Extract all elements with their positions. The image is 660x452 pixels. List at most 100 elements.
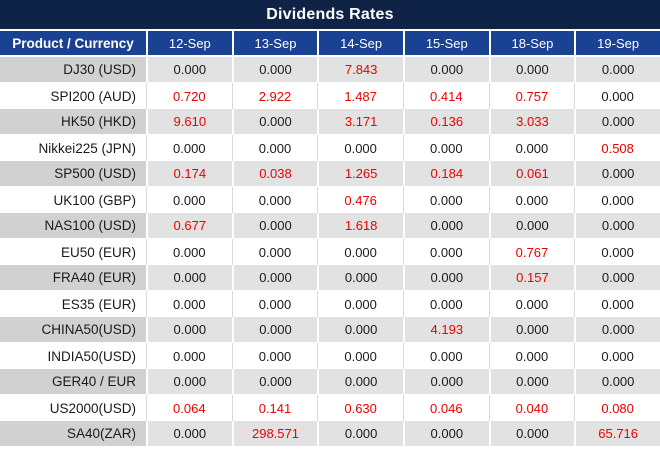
column-header-product-currency: Product / Currency [0, 31, 146, 57]
value-cell: 0.757 [488, 83, 575, 109]
value-cell: 4.193 [402, 317, 489, 343]
value-cell: 0.000 [574, 317, 660, 343]
value-cell: 0.000 [574, 369, 660, 395]
column-header-18-sep: 18-Sep [488, 31, 575, 57]
value-cell: 0.000 [146, 57, 232, 83]
value-cell: 0.000 [488, 421, 575, 447]
product-cell: NAS100 (USD) [0, 213, 146, 239]
value-cell: 0.038 [231, 161, 318, 187]
column-header-14-sep: 14-Sep [317, 31, 403, 57]
product-cell: SA40(ZAR) [0, 421, 146, 447]
product-cell: EU50 (EUR) [0, 239, 146, 265]
value-cell: 298.571 [231, 421, 318, 447]
value-cell: 0.000 [574, 57, 660, 83]
table-row: US2000(USD) 0.064 0.141 0.630 0.046 0.040 0.08… [0, 395, 660, 421]
value-cell: 0.000 [317, 421, 403, 447]
value-cell: 0.000 [402, 369, 489, 395]
table-row: FRA40 (EUR) 0.000 0.000 0.000 0.000 0.157 0.00… [0, 265, 660, 291]
value-cell: 1.618 [317, 213, 403, 239]
value-cell: 0.000 [402, 421, 489, 447]
value-cell: 0.000 [231, 187, 318, 213]
table-row: CHINA50(USD) 0.000 0.000 0.000 4.193 0.000 0.0… [0, 317, 660, 343]
value-cell: 0.080 [574, 395, 660, 421]
value-cell: 0.000 [574, 239, 660, 265]
value-cell: 3.033 [488, 109, 575, 135]
value-cell: 0.000 [231, 213, 318, 239]
value-cell: 0.174 [146, 161, 232, 187]
value-cell: 0.046 [402, 395, 489, 421]
column-header-13-sep: 13-Sep [231, 31, 318, 57]
value-cell: 0.000 [402, 57, 489, 83]
value-cell: 0.414 [402, 83, 489, 109]
value-cell: 0.508 [574, 135, 660, 161]
table-row: NAS100 (USD) 0.677 0.000 1.618 0.000 0.000 0.0… [0, 213, 660, 239]
value-cell: 65.716 [574, 421, 660, 447]
value-cell: 2.922 [231, 83, 318, 109]
value-cell: 0.000 [231, 265, 318, 291]
table-row: UK100 (GBP) 0.000 0.000 0.476 0.000 0.000 0.00… [0, 187, 660, 213]
value-cell: 0.136 [402, 109, 489, 135]
value-cell: 0.767 [488, 239, 575, 265]
value-cell: 0.000 [402, 265, 489, 291]
product-cell: HK50 (HKD) [0, 109, 146, 135]
table-title: Dividends Rates [0, 0, 660, 31]
product-cell: INDIA50(USD) [0, 343, 146, 369]
table-row: DJ30 (USD) 0.000 0.000 7.843 0.000 0.000 0.000 [0, 57, 660, 83]
value-cell: 0.184 [402, 161, 489, 187]
value-cell: 3.171 [317, 109, 403, 135]
product-cell: Nikkei225 (JPN) [0, 135, 146, 161]
value-cell: 0.000 [488, 291, 575, 317]
value-cell: 0.000 [317, 343, 403, 369]
table-row: ES35 (EUR) 0.000 0.000 0.000 0.000 0.000 0.000 [0, 291, 660, 317]
value-cell: 0.000 [488, 369, 575, 395]
value-cell: 0.000 [146, 421, 232, 447]
value-cell: 0.000 [231, 369, 318, 395]
value-cell: 0.000 [402, 291, 489, 317]
value-cell: 0.000 [402, 187, 489, 213]
value-cell: 0.064 [146, 395, 232, 421]
value-cell: 0.000 [574, 109, 660, 135]
product-cell: ES35 (EUR) [0, 291, 146, 317]
value-cell: 0.000 [488, 343, 575, 369]
value-cell: 0.000 [488, 187, 575, 213]
table-row: SPI200 (AUD) 0.720 2.922 1.487 0.414 0.757 0.0… [0, 83, 660, 109]
column-header-15-sep: 15-Sep [402, 31, 489, 57]
value-cell: 0.677 [146, 213, 232, 239]
product-cell: UK100 (GBP) [0, 187, 146, 213]
value-cell: 0.000 [146, 135, 232, 161]
value-cell: 0.000 [402, 343, 489, 369]
value-cell: 0.000 [574, 265, 660, 291]
value-cell: 0.000 [317, 291, 403, 317]
value-cell: 0.000 [146, 343, 232, 369]
product-cell: GER40 / EUR [0, 369, 146, 395]
value-cell: 1.265 [317, 161, 403, 187]
table-row: SP500 (USD) 0.174 0.038 1.265 0.184 0.061 0.00… [0, 161, 660, 187]
value-cell: 0.040 [488, 395, 575, 421]
product-cell: CHINA50(USD) [0, 317, 146, 343]
product-cell: FRA40 (EUR) [0, 265, 146, 291]
value-cell: 0.000 [146, 265, 232, 291]
value-cell: 0.630 [317, 395, 403, 421]
value-cell: 0.000 [231, 317, 318, 343]
value-cell: 0.000 [574, 83, 660, 109]
value-cell: 0.000 [317, 369, 403, 395]
value-cell: 0.000 [146, 291, 232, 317]
value-cell: 0.000 [231, 239, 318, 265]
table-row: Nikkei225 (JPN) 0.000 0.000 0.000 0.000 0.000… [0, 135, 660, 161]
value-cell: 1.487 [317, 83, 403, 109]
column-header-12-sep: 12-Sep [146, 31, 232, 57]
value-cell: 0.000 [574, 161, 660, 187]
value-cell: 0.000 [402, 135, 489, 161]
product-cell: SP500 (USD) [0, 161, 146, 187]
value-cell: 0.000 [231, 109, 318, 135]
product-cell: DJ30 (USD) [0, 57, 146, 83]
value-cell: 0.476 [317, 187, 403, 213]
value-cell: 0.000 [574, 187, 660, 213]
value-cell: 0.157 [488, 265, 575, 291]
product-cell: SPI200 (AUD) [0, 83, 146, 109]
dividends-table: Product / Currency 12-Sep 13-Sep 14-Sep 15-… [0, 31, 660, 447]
column-header-19-sep: 19-Sep [574, 31, 660, 57]
value-cell: 0.720 [146, 83, 232, 109]
table-body: DJ30 (USD) 0.000 0.000 7.843 0.000 0.000 0.000… [0, 57, 660, 447]
